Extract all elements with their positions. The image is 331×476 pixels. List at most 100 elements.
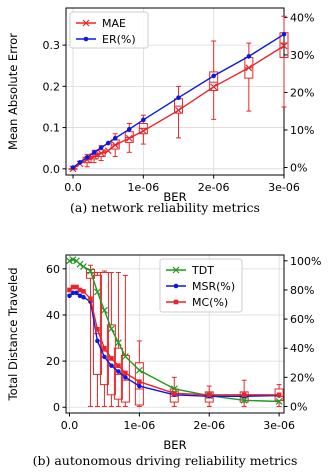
data-point <box>210 83 218 91</box>
data-point <box>67 293 72 299</box>
data-point <box>107 325 115 333</box>
legend-box <box>159 258 243 313</box>
legend-label: MSR(%) <box>192 280 235 293</box>
data-point <box>77 293 83 299</box>
y2-tick-label: 40% <box>290 11 314 24</box>
y-tick-label: 0 <box>53 401 60 414</box>
data-point <box>170 385 178 393</box>
y-tick-label: 0.1 <box>43 122 61 135</box>
data-point <box>246 54 252 59</box>
data-point <box>81 294 86 300</box>
y-tick-label: 0.2 <box>43 80 61 93</box>
legend-label: MAE <box>102 17 126 30</box>
x-tick-label: 2e-06 <box>198 181 230 194</box>
data-point <box>76 260 84 268</box>
y2-tick-label: 80% <box>290 284 314 297</box>
data-point <box>94 288 101 296</box>
figure-caption: (a) network reliability metrics <box>70 200 260 215</box>
data-point <box>97 149 105 157</box>
y2-tick-label: 0% <box>290 400 307 413</box>
box-body <box>85 269 95 279</box>
data-point <box>276 392 282 398</box>
data-point <box>114 339 122 347</box>
data-point <box>175 106 182 114</box>
legend-marker <box>83 36 89 42</box>
data-point <box>206 392 212 398</box>
data-point <box>280 42 288 50</box>
data-point <box>84 155 90 160</box>
y-tick-label: 0.3 <box>43 39 61 52</box>
x-axis-label: BER <box>163 438 186 452</box>
x-axis-label: BER <box>163 190 186 204</box>
data-point <box>77 159 83 165</box>
data-point <box>116 369 121 374</box>
y2-tick-label: 100% <box>290 255 321 268</box>
data-point <box>87 267 94 275</box>
data-point <box>137 383 142 389</box>
box-body <box>113 347 123 400</box>
data-point <box>80 263 87 270</box>
data-point <box>95 326 100 332</box>
x-tick-label: 0.0 <box>64 181 82 194</box>
x-tick-label: 0.0 <box>61 419 79 432</box>
y2-tick-label: 0% <box>290 161 307 174</box>
data-point <box>67 287 72 293</box>
data-point <box>176 95 181 100</box>
x-tick-label: 2e-06 <box>193 419 225 432</box>
data-point <box>109 363 114 368</box>
data-point <box>81 289 86 294</box>
data-point <box>245 64 253 72</box>
data-point <box>112 135 118 141</box>
y-tick-label: 40 <box>46 309 60 322</box>
data-point <box>123 375 128 380</box>
data-point <box>275 398 283 405</box>
y2-tick-label: 20% <box>290 86 314 99</box>
data-point <box>104 147 112 155</box>
data-point <box>74 290 79 296</box>
legend-marker <box>173 299 179 305</box>
y-axis-label: Mean Absolute Error <box>6 33 20 150</box>
data-point <box>141 117 146 123</box>
data-point <box>91 150 97 155</box>
data-point <box>125 134 133 142</box>
data-point <box>121 353 129 360</box>
y2-tick-label: 60% <box>290 313 314 326</box>
data-point <box>77 287 83 293</box>
box-body <box>209 71 219 91</box>
y2-tick-label: 10% <box>290 124 314 137</box>
data-point <box>116 363 121 368</box>
x-tick-label: 3e-06 <box>263 419 295 432</box>
y-tick-label: 0.0 <box>43 163 61 176</box>
data-point <box>111 141 119 149</box>
legend-label: ER(%) <box>102 33 136 46</box>
data-point <box>70 284 76 290</box>
plot-frame <box>65 254 285 414</box>
box-body <box>92 274 102 375</box>
data-point <box>109 356 114 361</box>
data-point <box>98 145 104 150</box>
data-point <box>123 370 128 376</box>
y-tick-label: 60 <box>46 263 60 276</box>
data-point <box>102 345 107 351</box>
figure-caption: (b) autonomous driving reliability metri… <box>33 453 298 468</box>
data-point <box>70 165 76 170</box>
data-point <box>101 306 108 314</box>
box-body <box>99 271 109 386</box>
y-axis-label: Total Distance Traveled <box>6 267 20 401</box>
data-point <box>281 31 287 37</box>
data-point <box>211 73 216 79</box>
legend-label: MC(%) <box>192 296 228 309</box>
data-point <box>105 140 111 146</box>
data-point <box>88 296 93 301</box>
legend-marker <box>173 283 179 289</box>
y2-tick-label: 40% <box>290 342 314 355</box>
data-point <box>102 354 107 360</box>
data-point <box>241 392 247 398</box>
x-tick-label: 1e-06 <box>127 181 159 194</box>
data-point <box>137 379 142 384</box>
data-point <box>139 127 147 135</box>
data-point <box>74 284 79 290</box>
data-point <box>70 290 76 296</box>
x-tick-label: 1e-06 <box>123 419 155 432</box>
y2-tick-label: 30% <box>290 49 314 62</box>
